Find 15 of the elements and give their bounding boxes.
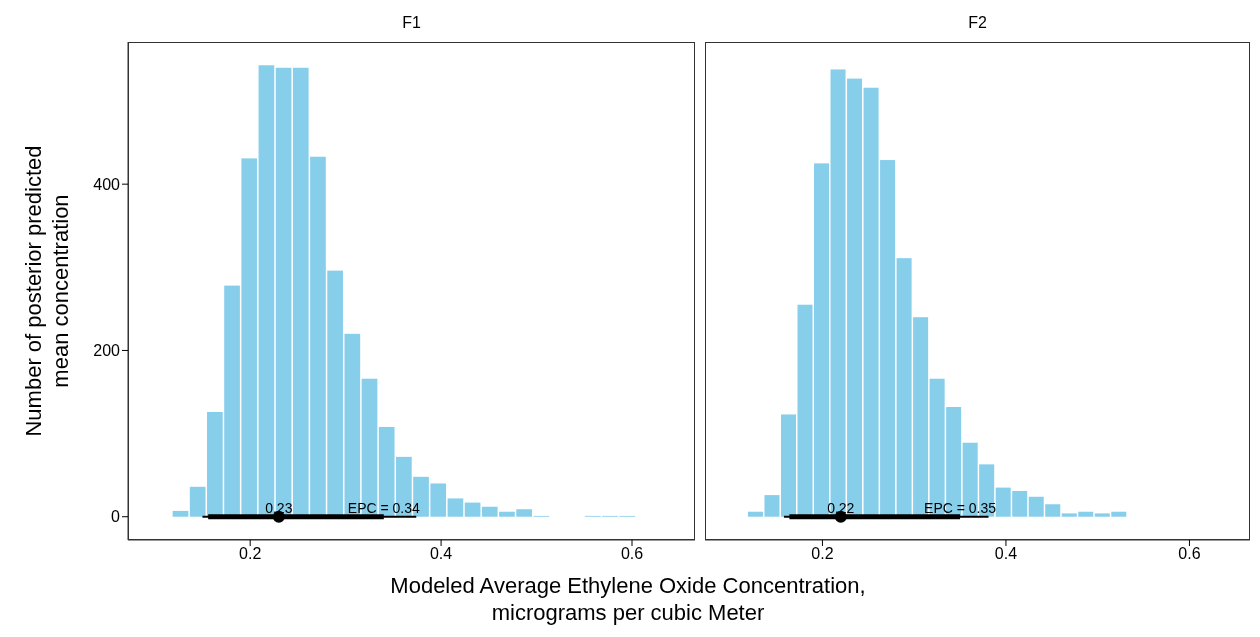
annotation: EPC = 0.35: [924, 499, 997, 516]
y-tick-label: 200: [93, 342, 121, 360]
chart-title: F1: [401, 14, 422, 32]
x-tick-label: 0.6: [1178, 545, 1201, 563]
annotation: EPC = 0.34: [347, 499, 421, 516]
x-tick-label: 0.4: [429, 545, 453, 563]
x-tick-label: 0.2: [239, 545, 262, 563]
y-axis-title: Number of posterior predicted mean concentration: [20, 144, 74, 439]
y-tick-label: 0: [111, 508, 121, 526]
x-tick-label: 0.6: [620, 545, 644, 563]
x-tick-label: 0.4: [994, 545, 1018, 563]
y-tick-label: 400: [93, 175, 121, 193]
x-tick-label: 0.2: [811, 545, 834, 563]
chart-title: F2: [967, 14, 988, 32]
x-axis-title: Modeled Average Ethylene Oxide Concentration, micrograms per cubic Meter: [389, 572, 867, 626]
